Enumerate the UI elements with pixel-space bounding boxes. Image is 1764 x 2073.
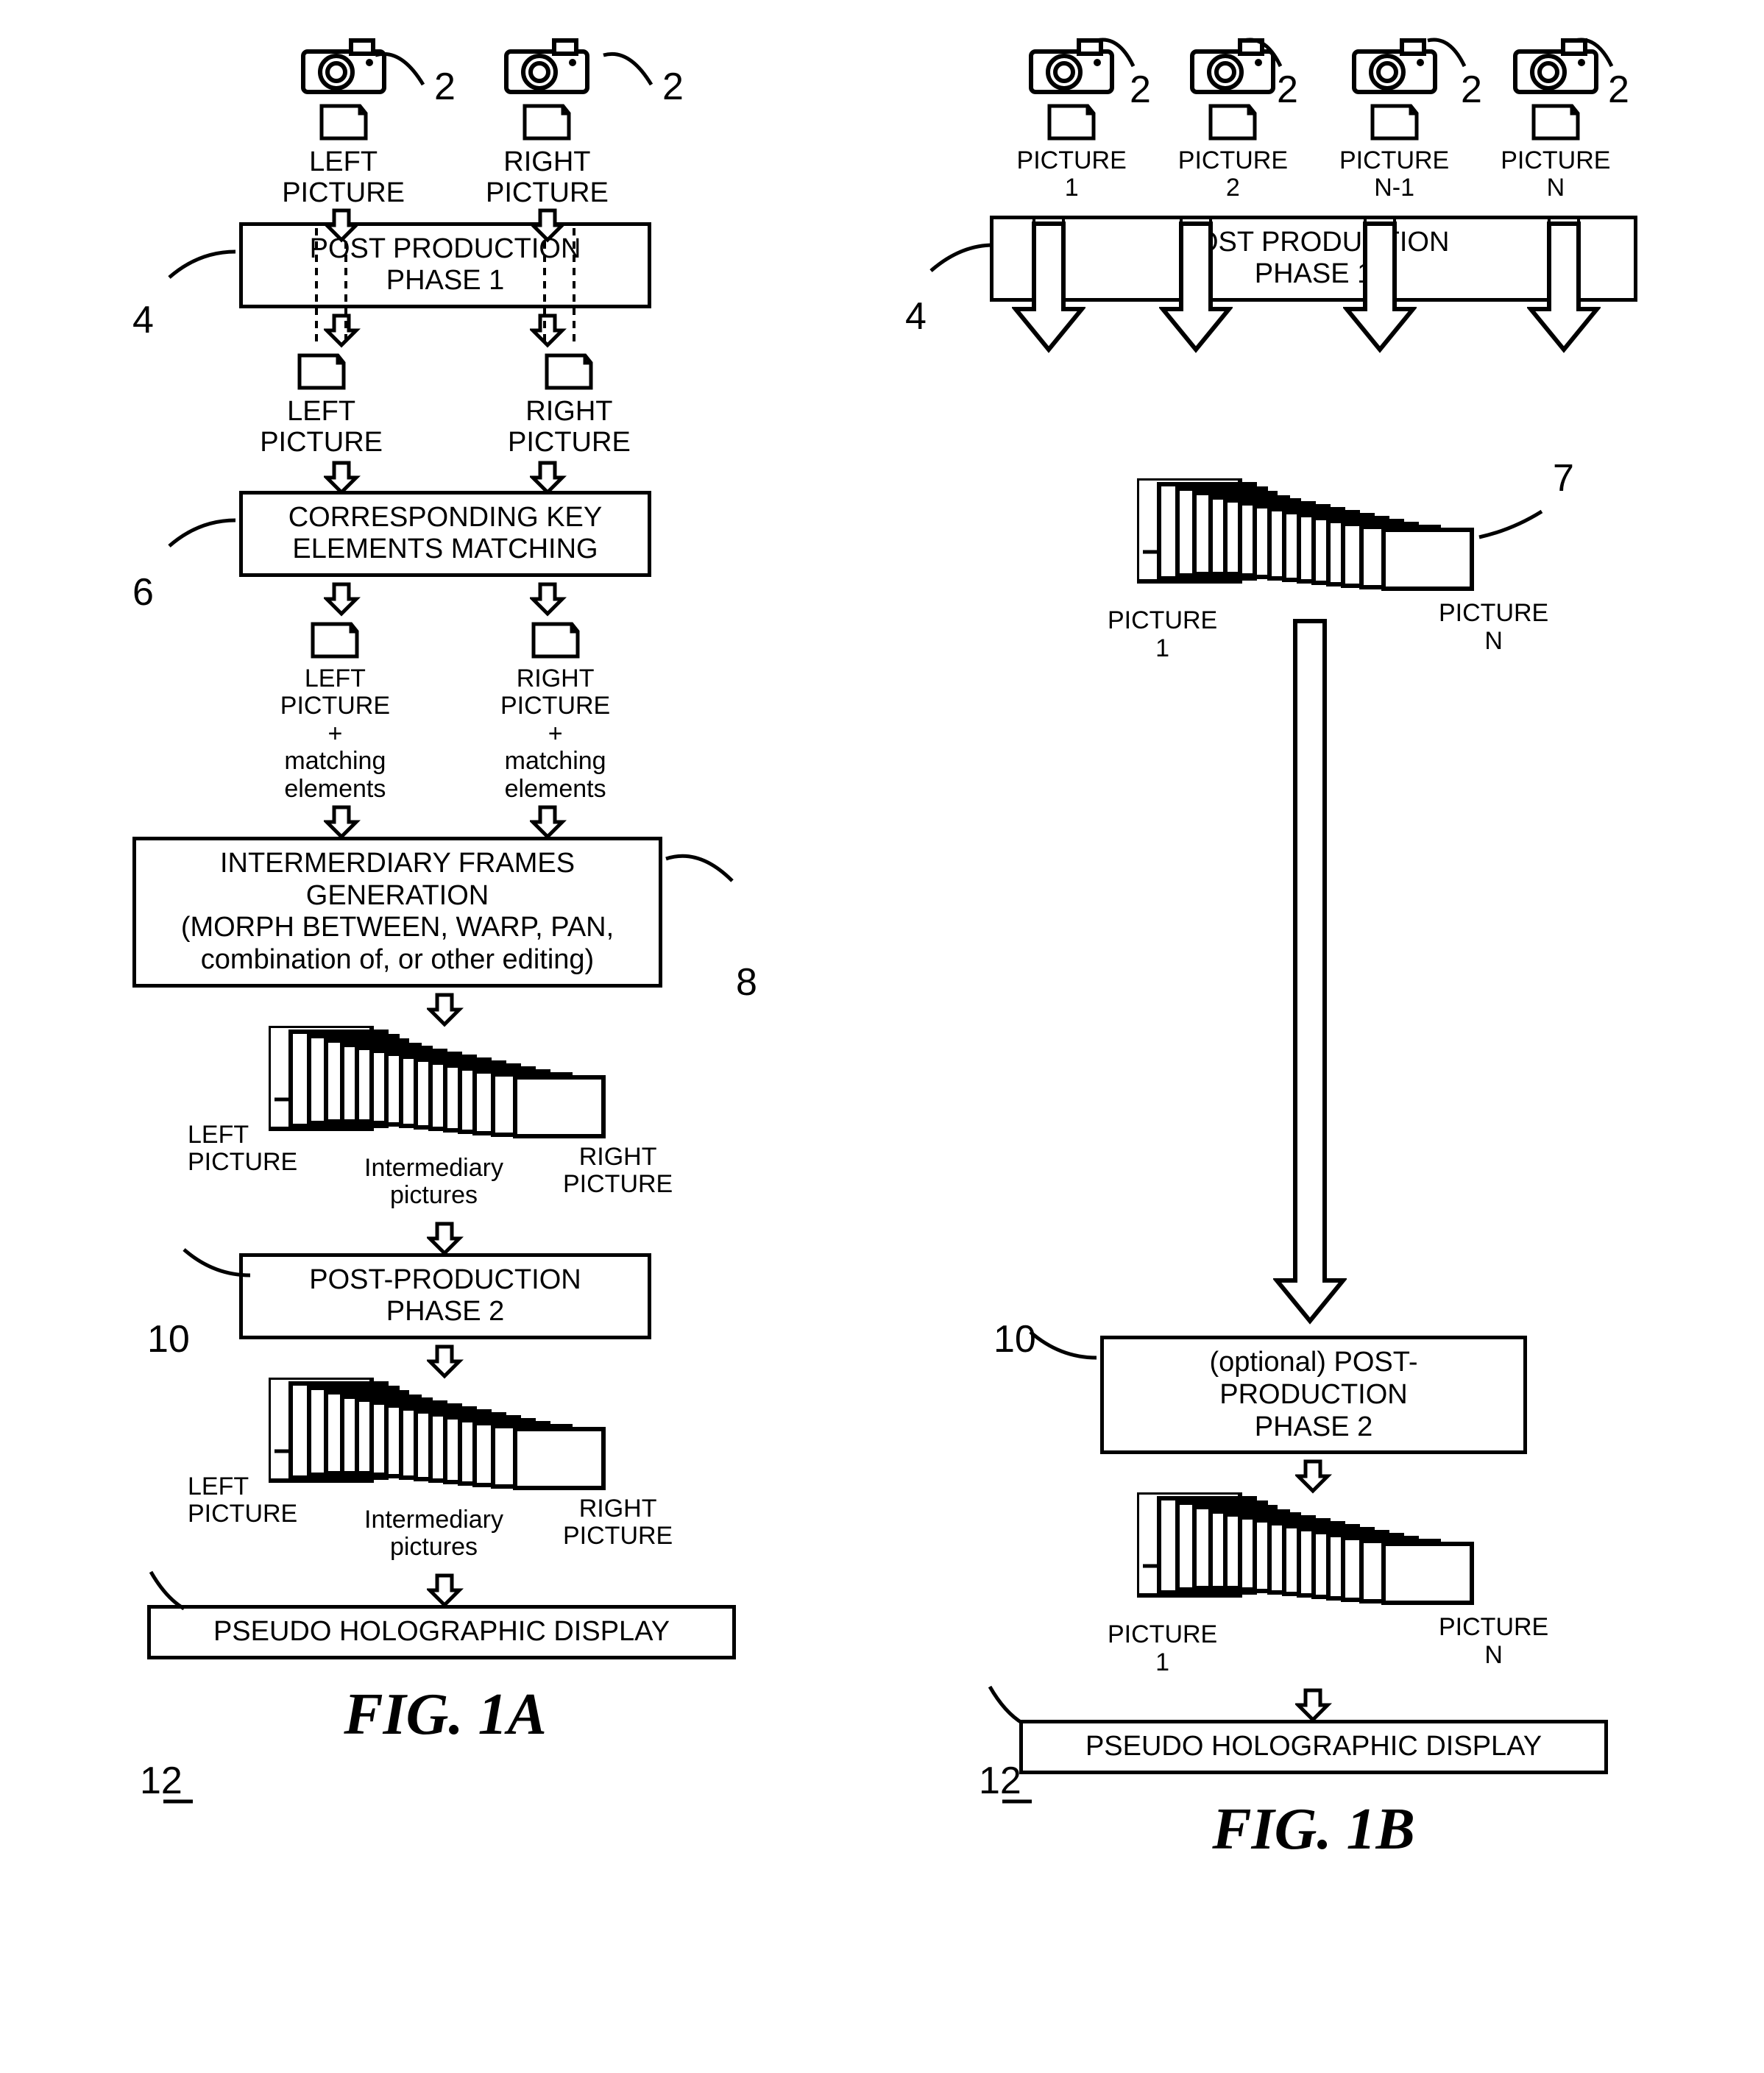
picture-n-label: PICTUREN (1501, 147, 1610, 202)
ref-underline (163, 1799, 193, 1804)
ref-2: 2 (662, 65, 684, 109)
arrow-icon (427, 992, 464, 1029)
right-picture-label: RIGHTPICTURE (508, 397, 631, 458)
sheet-icon (314, 100, 373, 144)
ref-4: 4 (132, 298, 154, 342)
ref-2: 2 (1461, 68, 1482, 112)
lead-line (986, 1683, 1038, 1727)
ref-10: 10 (147, 1317, 190, 1361)
arrow-icon (427, 1221, 464, 1258)
arrow-icon (324, 208, 361, 244)
lead-line (162, 244, 243, 281)
stack-mid-label: Intermediarypictures (364, 1506, 503, 1562)
lead-line (927, 238, 1001, 274)
arrow-icon (530, 581, 567, 618)
dashed-line (537, 228, 581, 346)
left-picture-label: LEFTPICTURE (260, 397, 383, 458)
right-matching-label: RIGHTPICTURE+matchingelements (500, 665, 610, 803)
arrow-icon (1295, 1459, 1332, 1495)
sheet-icon (1042, 100, 1101, 144)
arrow-icon (530, 804, 567, 841)
lead-line (177, 1246, 258, 1283)
stack-left-label: LEFTPICTURE (188, 1121, 297, 1177)
picture-n-1-label: PICTUREN-1 (1339, 147, 1449, 202)
long-arrow-icon (1273, 618, 1347, 1332)
ref-10: 10 (993, 1317, 1036, 1361)
sheet-icon (526, 618, 585, 662)
lead-line (372, 44, 438, 96)
stack-right-label: RIGHTPICTURE (563, 1144, 673, 1199)
frame-stack-icon (1137, 478, 1490, 596)
frame-stack-icon (1137, 1492, 1490, 1610)
sheet-icon (1526, 100, 1585, 144)
camera-right: RIGHTPICTURE (486, 29, 609, 209)
frame-stack-icon (269, 1026, 622, 1144)
arrow-icon (427, 1344, 464, 1381)
intermediary-frames-box: INTERMERDIARY FRAMES GENERATION(MORPH BE… (132, 837, 662, 988)
picture-1-label: PICTURE1 (1108, 1621, 1217, 1676)
right-sheet: RIGHTPICTURE (508, 345, 631, 458)
sheet-icon (1365, 100, 1424, 144)
sheet-icon (1203, 100, 1262, 144)
arrow-icon (530, 208, 567, 244)
picture-2-label: PICTURE2 (1178, 147, 1288, 202)
stack-right-label: RIGHTPICTURE (563, 1495, 673, 1551)
camera-icon (499, 29, 595, 96)
ref-7: 7 (1553, 456, 1574, 500)
pseudo-holographic-display-box: PSEUDO HOLOGRAPHIC DISPLAY (147, 1605, 736, 1659)
ref-2: 2 (434, 65, 456, 109)
lead-line (662, 844, 743, 888)
stack-left-label: LEFTPICTURE (188, 1473, 297, 1528)
arrow-icon (427, 1573, 464, 1609)
pseudo-holographic-display-box: PSEUDO HOLOGRAPHIC DISPLAY (1019, 1720, 1608, 1774)
dashed-line (309, 228, 353, 346)
picture-n-label: PICTUREN (1439, 1614, 1548, 1669)
ref-2: 2 (1130, 68, 1151, 112)
ref-12: 12 (979, 1759, 1021, 1803)
ref-4: 4 (905, 294, 927, 339)
arrow-icon (324, 581, 361, 618)
key-elements-matching-box: CORRESPONDING KEYELEMENTS MATCHING (239, 491, 651, 577)
stack-mid-label: Intermediarypictures (364, 1155, 503, 1210)
figure-title: FIG. 1B (927, 1796, 1700, 1863)
left-picture-label: LEFTPICTURE (282, 147, 405, 209)
left-sheet-matching: LEFTPICTURE+matchingelements (280, 614, 390, 803)
lead-line (162, 513, 243, 550)
lead-line (1571, 29, 1623, 74)
ref-6: 6 (132, 570, 154, 614)
frame-stack-icon (269, 1378, 622, 1495)
sheet-icon (517, 100, 576, 144)
sheet-icon (292, 350, 351, 394)
lead-line (1093, 29, 1144, 74)
picture-1-label: PICTURE1 (1017, 147, 1127, 202)
left-sheet: LEFTPICTURE (260, 345, 383, 458)
lead-line (1424, 29, 1476, 74)
sheet-icon (539, 350, 598, 394)
arrow-icon (324, 804, 361, 841)
dashed-lines (1008, 219, 1612, 315)
ref-underline (1002, 1799, 1032, 1804)
optional-post-production-phase-2-box: (optional) POST-PRODUCTIONPHASE 2 (1100, 1336, 1527, 1454)
lead-line (600, 44, 666, 96)
right-picture-label: RIGHTPICTURE (486, 147, 609, 209)
figure-1b: PICTURE1 PICTURE2 PICTUREN-1 PICTUREN 2 … (927, 0, 1700, 1863)
ref-2: 2 (1277, 68, 1298, 112)
lead-line (1476, 508, 1549, 545)
figure-1a: LEFTPICTURE RIGHTPICTURE 2 2 POST PRODUC… (66, 0, 824, 1748)
right-sheet-matching: RIGHTPICTURE+matchingelements (500, 614, 610, 803)
post-production-phase-2-box: POST-PRODUCTIONPHASE 2 (239, 1253, 651, 1339)
left-matching-label: LEFTPICTURE+matchingelements (280, 665, 390, 803)
picture-n-label: PICTUREN (1439, 600, 1548, 655)
ref-8: 8 (736, 960, 757, 1004)
arrow-icon (1295, 1687, 1332, 1724)
ref-12: 12 (140, 1759, 183, 1803)
lead-line (147, 1568, 199, 1612)
lead-line (1240, 29, 1292, 74)
picture-1-label: PICTURE1 (1108, 607, 1217, 662)
ref-2: 2 (1608, 68, 1629, 112)
sheet-icon (305, 618, 364, 662)
figure-title: FIG. 1A (66, 1682, 824, 1748)
